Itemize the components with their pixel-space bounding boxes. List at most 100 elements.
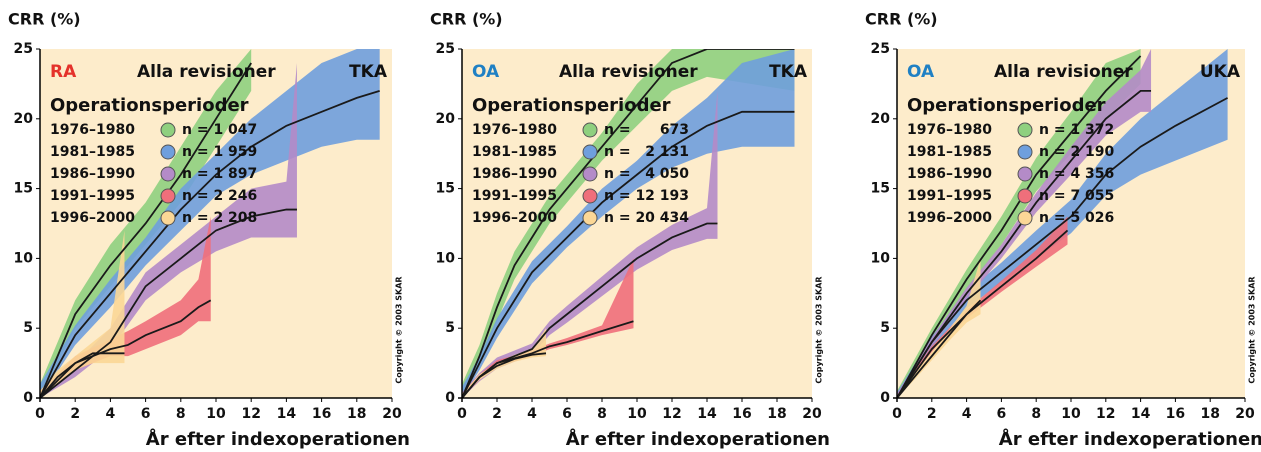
legend-title: Operationsperioder: [472, 95, 671, 116]
x-axis-title: År efter indexoperationen: [566, 427, 830, 450]
legend-swatch: [582, 188, 598, 204]
y-axis-title: CRR (%): [8, 10, 81, 29]
y-tick-label: 15: [14, 181, 33, 197]
group-label: OA: [907, 62, 935, 82]
legend-swatch: [1017, 122, 1033, 138]
x-tick-label: 20: [802, 406, 822, 422]
plot-area: [40, 49, 380, 398]
x-tick-label: 16: [732, 406, 751, 422]
x-tick-label: 18: [1200, 406, 1219, 422]
x-axis-title: År efter indexoperationen: [146, 427, 410, 450]
legend-period: 1996–2000: [907, 210, 992, 226]
y-tick-label: 25: [871, 41, 890, 57]
x-tick-label: 20: [382, 406, 402, 422]
legend-title: Operationsperioder: [907, 95, 1106, 116]
x-tick-label: 0: [457, 406, 467, 422]
series-line: [40, 208, 297, 398]
legend-swatch: [160, 188, 176, 204]
x-tick-label: 4: [962, 406, 972, 422]
y-tick-label: 0: [23, 390, 33, 406]
y-axis-title: CRR (%): [865, 10, 938, 29]
legend-period: 1981–1985: [907, 144, 992, 160]
legend-n: n = 2 131: [604, 144, 689, 160]
legend-period: 1981–1985: [472, 144, 557, 160]
legend-period: 1976–1980: [472, 122, 557, 138]
x-tick-label: 10: [206, 406, 226, 422]
x-tick-label: 14: [277, 406, 297, 422]
legend-swatch: [582, 210, 598, 226]
series-line: [40, 62, 252, 398]
x-tick-label: 16: [312, 406, 331, 422]
confidence-band: [462, 49, 795, 398]
y-tick-label: 5: [445, 320, 455, 336]
plot-area: [462, 49, 795, 398]
copyright: Copyright © 2003 SKAR: [815, 276, 824, 383]
series-line: [462, 352, 547, 398]
series-line: [897, 229, 1069, 398]
procedure-label: UKA: [1200, 62, 1241, 82]
legend-period: 1976–1980: [907, 122, 992, 138]
legend-n: n = 673: [604, 122, 689, 138]
y-tick-label: 10: [14, 250, 34, 266]
y-tick-label: 10: [436, 250, 456, 266]
legend-swatch: [160, 144, 176, 160]
y-tick-label: 20: [436, 111, 456, 127]
x-tick-label: 4: [527, 406, 537, 422]
y-axis-title: CRR (%): [430, 10, 503, 29]
x-tick-label: 20: [1235, 406, 1255, 422]
series-line: [40, 90, 380, 398]
series-line: [462, 49, 795, 398]
y-tick-label: 0: [880, 390, 890, 406]
legend-period: 1986–1990: [472, 166, 557, 182]
series-line: [40, 352, 125, 398]
panel: 0 5 10 15 20 25 0 2 4 6 8 10 12 14 16 18 20 CRR (%) År eft…: [865, 10, 1261, 451]
group-label: RA: [50, 62, 77, 82]
x-tick-label: 8: [597, 406, 607, 422]
legend-swatch: [1017, 144, 1033, 160]
procedure-label: TKA: [769, 62, 808, 82]
y-tick-label: 15: [436, 181, 455, 197]
series-line: [897, 299, 982, 398]
legend-swatch: [582, 144, 598, 160]
legend-swatch: [160, 122, 176, 138]
copyright: Copyright © 2003 SKAR: [395, 276, 404, 383]
legend-period: 1976–1980: [50, 122, 135, 138]
legend-n: n = 4 050: [604, 166, 689, 182]
legend-n: n = 2 208: [182, 210, 257, 226]
y-tick-label: 15: [871, 181, 890, 197]
confidence-band: [40, 62, 297, 398]
x-tick-label: 8: [176, 406, 186, 422]
legend-n: n = 1 047: [182, 122, 257, 138]
subtitle: Alla revisioner: [137, 62, 276, 82]
legend-swatch: [582, 166, 598, 182]
x-tick-label: 8: [1031, 406, 1041, 422]
legend-swatch: [160, 166, 176, 182]
y-tick-label: 5: [880, 320, 890, 336]
confidence-band: [897, 216, 1068, 398]
legend-n: n = 1 897: [182, 166, 257, 182]
legend-title: Operationsperioder: [50, 95, 249, 116]
subtitle: Alla revisioner: [994, 62, 1133, 82]
series-line: [897, 55, 1142, 398]
legend-n: n = 2 190: [1039, 144, 1115, 160]
legend-n: n = 20 434: [604, 210, 689, 226]
legend-swatch: [1017, 166, 1033, 182]
x-tick-label: 2: [927, 406, 937, 422]
legend-period: 1981–1985: [50, 144, 135, 160]
y-tick-label: 20: [871, 111, 891, 127]
series-line: [897, 97, 1229, 398]
series-line: [462, 110, 795, 398]
x-tick-label: 2: [492, 406, 502, 422]
y-tick-label: 25: [436, 41, 455, 57]
x-tick-label: 14: [697, 406, 717, 422]
panel: 0 5 10 15 20 25 0 2 4 6 8 10 12 14 16 18 20 CRR (%) År eft…: [430, 10, 830, 451]
legend-n: n = 2 246: [182, 188, 257, 204]
x-tick-label: 12: [1096, 406, 1115, 422]
legend-n: n = 5 026: [1039, 210, 1114, 226]
series-line: [897, 89, 1152, 398]
x-tick-label: 6: [141, 406, 151, 422]
legend-n: n = 12 193: [604, 188, 689, 204]
x-tick-label: 18: [767, 406, 786, 422]
x-tick-label: 10: [1061, 406, 1081, 422]
